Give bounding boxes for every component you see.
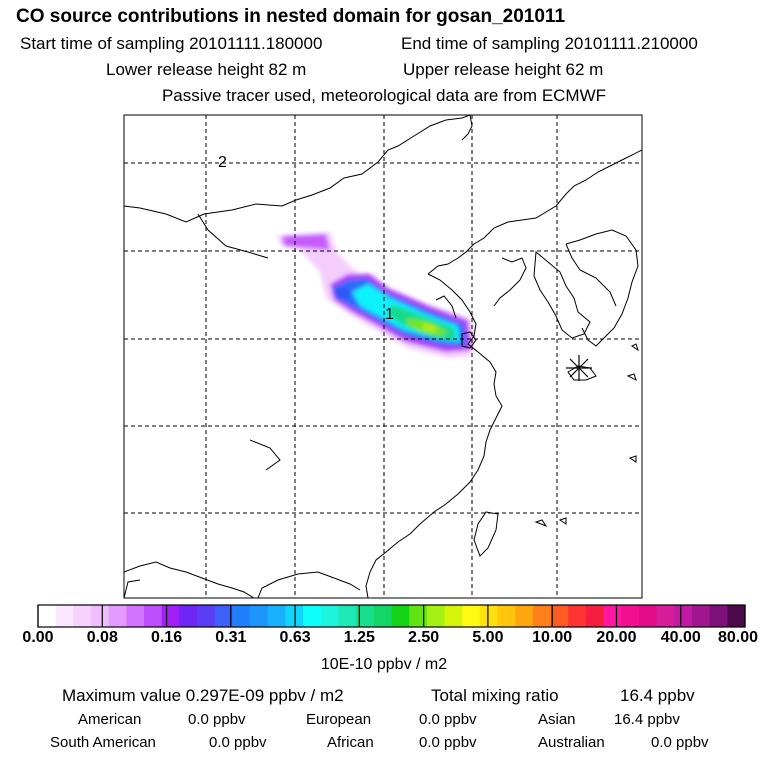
colorbar-swatch [144, 605, 163, 627]
map-background [124, 115, 642, 598]
colorbar-swatch [161, 605, 180, 627]
region-african-name: African [327, 734, 374, 751]
colorbar-swatch [338, 605, 357, 627]
colorbar-swatch [709, 605, 728, 627]
plume-yellow-green [422, 324, 438, 332]
end-time-label: End time of sampling 20101111.210000 [401, 34, 698, 53]
colorbar-swatch [38, 605, 57, 627]
colorbar-swatch [426, 605, 446, 627]
region-asian-name: Asian [538, 711, 576, 728]
upper-release-label: Upper release height 62 m [403, 60, 604, 79]
colorbar-swatch [479, 605, 499, 627]
region-south-american-value: 0.0 ppbv [209, 734, 267, 751]
region-australian-name: Australian [538, 734, 605, 751]
region-australian-value: 0.0 ppbv [651, 734, 709, 751]
colorbar-swatch [267, 605, 286, 627]
colorbar-swatch [585, 605, 605, 627]
plume-hole [334, 287, 350, 299]
region-american-name: American [78, 711, 142, 728]
colorbar-swatch [55, 605, 74, 627]
colorbar-tick-label: 0.31 [215, 629, 247, 646]
colorbar-tick-label: 40.00 [660, 629, 701, 646]
tracer-note: Passive tracer used, meteorological data… [161, 86, 607, 105]
colorbar-swatch [303, 605, 322, 627]
colorbar-tick-label: 0.08 [86, 629, 118, 646]
colorbar-swatch [568, 605, 587, 627]
colorbar [37, 604, 746, 628]
colorbar-unit-label: 10E-10 ppbv / m2 [320, 656, 448, 673]
colorbar-swatch [409, 605, 428, 627]
colorbar-tick-label: 0.63 [279, 629, 311, 646]
colorbar-swatch [497, 605, 516, 627]
colorbar-swatch [515, 605, 534, 627]
colorbar-swatch [444, 605, 463, 627]
colorbar-swatch [126, 605, 145, 627]
colorbar-tick-label: 2.50 [408, 629, 440, 646]
colorbar-tick-label: 10.00 [532, 629, 573, 646]
colorbar-swatch [73, 605, 92, 627]
colorbar-swatch [391, 605, 410, 627]
total-mixing-value: 16.4 ppbv [620, 686, 695, 705]
colorbar-tick-label: 5.00 [472, 629, 504, 646]
total-mixing-label: Total mixing ratio [431, 686, 559, 705]
map-frame [123, 114, 643, 599]
colorbar-swatch [691, 605, 711, 627]
colorbar-swatch [656, 605, 675, 627]
colorbar-swatch [214, 605, 233, 627]
colorbar-swatch [674, 605, 693, 627]
figure-title: CO source contributions in nested domain… [16, 6, 566, 27]
colorbar-swatch [108, 605, 127, 627]
colorbar-swatch [373, 605, 392, 627]
colorbar-tick-label: 80.00 [717, 629, 759, 646]
colorbar-tick-label: 0.16 [150, 629, 183, 646]
colorbar-tick-label: 1.25 [343, 629, 375, 646]
colorbar-tick-label: 0.00 [22, 629, 54, 646]
colorbar-swatch [250, 605, 269, 627]
region-european-name: European [306, 711, 372, 728]
plume-field [276, 232, 476, 358]
colorbar-swatch [91, 605, 110, 627]
colorbar-swatch [532, 605, 552, 627]
start-time-label: Start time of sampling 20101111.180000 [20, 34, 323, 53]
marker-1-label: 1 [385, 306, 394, 323]
colorbar-tick-label: 20.00 [596, 629, 637, 646]
asterisk-receptor-icon [566, 355, 592, 381]
colorbar-swatch [603, 605, 622, 627]
region-african-value: 0.0 ppbv [419, 734, 477, 751]
colorbar-swatch [232, 605, 251, 627]
lower-release-label: Lower release height 82 m [106, 60, 307, 79]
region-european-value: 0.0 ppbv [419, 711, 477, 728]
region-asian-value: 16.4 ppbv [614, 711, 680, 728]
colorbar-swatch [179, 605, 198, 627]
region-american-value: 0.0 ppbv [188, 711, 246, 728]
plume-violet [282, 234, 330, 250]
colorbar-swatch [462, 605, 481, 627]
colorbar-swatch [621, 605, 640, 627]
colorbar-frame [37, 604, 746, 628]
colorbar-swatch [727, 605, 746, 627]
colorbar-swatch [638, 605, 658, 627]
colorbar-swatch [197, 605, 216, 627]
colorbar-swatch [550, 605, 569, 627]
marker-2-label: 2 [218, 154, 227, 171]
colorbar-swatch [356, 605, 375, 627]
max-value-label: Maximum value 0.297E-09 ppbv / m2 [62, 686, 344, 705]
region-south-american-name: South American [50, 734, 156, 751]
coastlines-borders [124, 115, 642, 598]
grid-lines [124, 115, 642, 598]
colorbar-swatch [320, 605, 339, 627]
